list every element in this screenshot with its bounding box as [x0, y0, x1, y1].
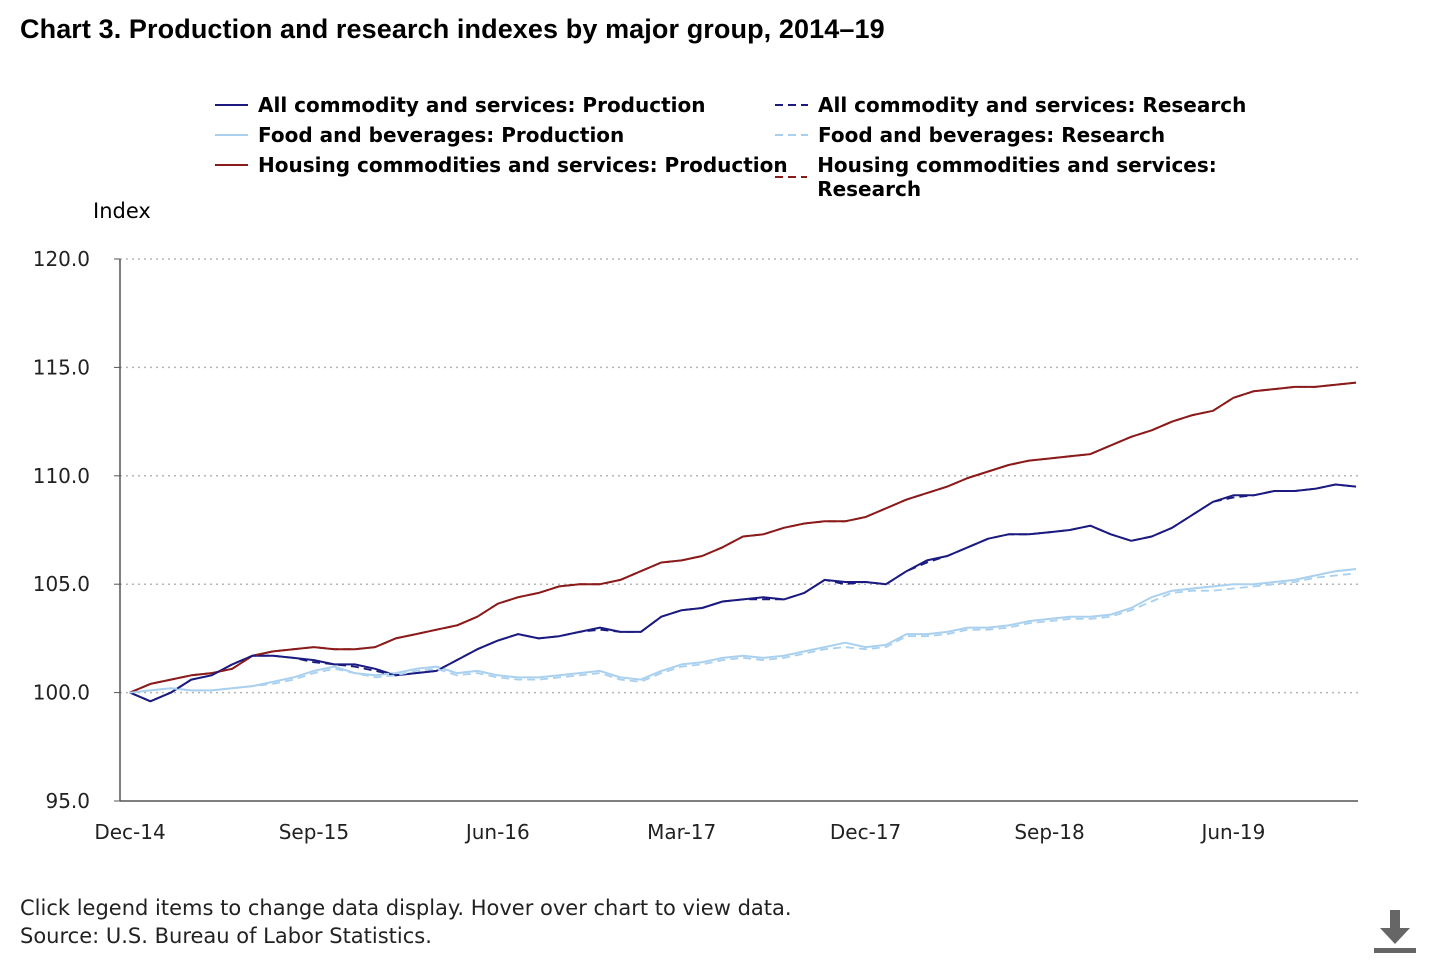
x-tick-label: Dec-14: [94, 820, 165, 844]
x-tick-label: Sep-15: [279, 820, 349, 844]
legend-label: All commodity and services: Production: [258, 93, 706, 117]
legend-swatch: [215, 104, 248, 106]
series-line-all-commodity-and-services-research[interactable]: [129, 483, 1357, 703]
y-tick-label: 95.0: [45, 789, 90, 813]
legend-swatch: [215, 134, 248, 136]
source-note: Source: U.S. Bureau of Labor Statistics.: [20, 924, 432, 948]
legend-label: Food and beverages: Research: [818, 123, 1166, 147]
series-line-all-commodity-and-services-production[interactable]: [129, 483, 1357, 703]
x-tick-label: Jun-16: [464, 820, 530, 844]
y-tick-label: 120.0: [33, 247, 90, 271]
y-tick-label: 110.0: [33, 464, 90, 488]
y-tick-label: 105.0: [33, 572, 90, 596]
chart-plot[interactable]: 95.0 100.0 105.0 110.0 115.0 120.0 Dec-14 Sep-1…: [0, 0, 1440, 880]
legend-swatch: [775, 176, 808, 178]
y-axis-label: Index: [93, 199, 151, 223]
y-tick-label: 100.0: [33, 681, 90, 705]
legend-swatch: [775, 104, 808, 106]
legend-label: All commodity and services: Research: [818, 93, 1247, 117]
legend-item-food-production[interactable]: Food and beverages: Production: [215, 123, 624, 147]
legend-item-housing-production[interactable]: Housing commodities and services: Produc…: [215, 153, 788, 177]
series-line-food-and-beverages-research[interactable]: [129, 572, 1357, 694]
x-tick-label: Sep-18: [1014, 820, 1084, 844]
instruction-note: Click legend items to change data displa…: [20, 896, 792, 920]
legend: All commodity and services: Production A…: [215, 93, 1315, 201]
legend-item-food-research[interactable]: Food and beverages: Research: [775, 123, 1165, 147]
series-line-housing-commodities-and-services-research[interactable]: [129, 381, 1357, 694]
series-line-food-and-beverages-production[interactable]: [129, 568, 1357, 694]
legend-label: Housing commodities and services: Resear…: [817, 153, 1217, 201]
download-icon[interactable]: [1372, 906, 1418, 956]
x-tick-label: Jun-19: [1199, 820, 1265, 844]
legend-swatch: [215, 164, 248, 166]
legend-item-all-production[interactable]: All commodity and services: Production: [215, 93, 706, 117]
x-tick-label: Dec-17: [830, 820, 901, 844]
series-line-housing-commodities-and-services-production[interactable]: [129, 381, 1357, 694]
y-tick-label: 115.0: [33, 355, 90, 379]
legend-label: Food and beverages: Production: [258, 123, 625, 147]
chart-title: Chart 3. Production and research indexes…: [20, 14, 885, 44]
legend-item-housing-research[interactable]: Housing commodities and services: Resear…: [775, 153, 1315, 201]
legend-item-all-research[interactable]: All commodity and services: Research: [775, 93, 1246, 117]
x-tick-label: Mar-17: [647, 820, 716, 844]
legend-label: Housing commodities and services: Produc…: [258, 153, 788, 177]
legend-swatch: [775, 134, 808, 136]
